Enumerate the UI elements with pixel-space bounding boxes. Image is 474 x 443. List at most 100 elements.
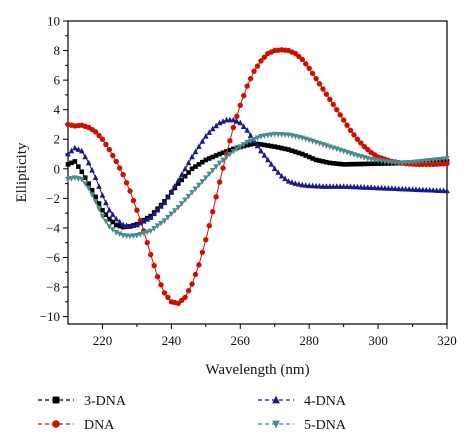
data-point [147, 251, 154, 258]
data-point [254, 142, 261, 149]
data-point [320, 86, 326, 92]
data-point [351, 183, 357, 190]
data-point [293, 149, 298, 155]
data-point [192, 186, 199, 193]
data-point [230, 124, 237, 131]
data-point [209, 167, 216, 174]
data-point [440, 187, 447, 194]
data-point [85, 159, 92, 166]
data-point [130, 233, 137, 239]
data-point [389, 185, 395, 191]
data-point [347, 127, 354, 134]
data-point [234, 146, 240, 153]
data-point [265, 143, 271, 148]
data-point [85, 185, 92, 192]
data-point [334, 161, 340, 166]
data-point [265, 132, 271, 139]
data-point [103, 212, 109, 217]
data-point [316, 81, 323, 87]
data-point [354, 136, 361, 142]
data-point [89, 166, 95, 173]
data-point [206, 156, 212, 161]
data-point [399, 185, 406, 192]
data-point [306, 182, 312, 189]
data-point [220, 165, 226, 171]
y-tick-label: 2 [54, 132, 61, 147]
data-point [161, 218, 168, 224]
data-point [286, 147, 291, 152]
y-tick-label: 0 [54, 161, 61, 176]
data-point [120, 172, 126, 178]
data-point [358, 140, 364, 146]
data-point [199, 249, 206, 256]
data-point [175, 177, 182, 183]
data-point [116, 231, 123, 238]
data-point [227, 151, 233, 158]
data-point [147, 214, 154, 220]
data-point [92, 174, 99, 180]
data-point [268, 161, 275, 167]
data-point [103, 218, 109, 225]
data-point [175, 181, 181, 186]
data-point [440, 156, 447, 163]
data-point [113, 215, 120, 222]
data-point [168, 211, 175, 218]
data-point [151, 225, 157, 232]
plot-frame [67, 20, 448, 325]
data-point [65, 162, 71, 167]
data-point [165, 193, 171, 200]
data-point [72, 159, 78, 164]
data-point [227, 147, 233, 153]
data-point [220, 157, 226, 164]
data-point [86, 181, 91, 186]
data-point [302, 182, 309, 188]
data-point [348, 161, 353, 167]
data-point [254, 63, 261, 69]
legend-marker [272, 395, 280, 404]
data-point [240, 142, 247, 148]
data-point [200, 159, 205, 165]
data-point [113, 222, 119, 228]
data-point [313, 157, 319, 163]
y-tick-label: 4 [54, 102, 61, 117]
data-point [375, 161, 381, 166]
data-point [216, 160, 223, 167]
data-point [78, 176, 85, 183]
data-point [99, 136, 106, 142]
data-point [272, 144, 278, 149]
data-point [75, 146, 82, 152]
data-point [261, 152, 268, 158]
data-point [216, 119, 223, 126]
data-point [358, 183, 364, 190]
data-point [240, 123, 247, 129]
data-point [179, 177, 184, 183]
y-tick-label: −8 [46, 280, 60, 295]
data-point [278, 172, 285, 179]
data-point [182, 294, 188, 301]
data-point [237, 102, 243, 108]
data-point [99, 213, 106, 220]
data-point [337, 161, 343, 167]
data-point [395, 185, 402, 192]
data-point [351, 161, 357, 167]
data-point [289, 148, 295, 153]
data-point [106, 206, 113, 213]
data-point [116, 218, 123, 225]
data-point [351, 132, 357, 138]
data-point [258, 58, 264, 64]
data-point [299, 181, 306, 188]
data-point [433, 157, 440, 163]
data-point [409, 159, 416, 166]
legend-label: 4-DNA [304, 394, 347, 409]
data-point [426, 158, 433, 164]
data-point [151, 210, 157, 217]
data-point [258, 147, 264, 154]
data-point [192, 148, 199, 155]
data-point [227, 138, 233, 144]
data-point [254, 135, 261, 142]
data-point [423, 158, 430, 164]
data-point [196, 182, 202, 189]
series-3-dna [65, 141, 450, 230]
data-point [113, 230, 120, 236]
